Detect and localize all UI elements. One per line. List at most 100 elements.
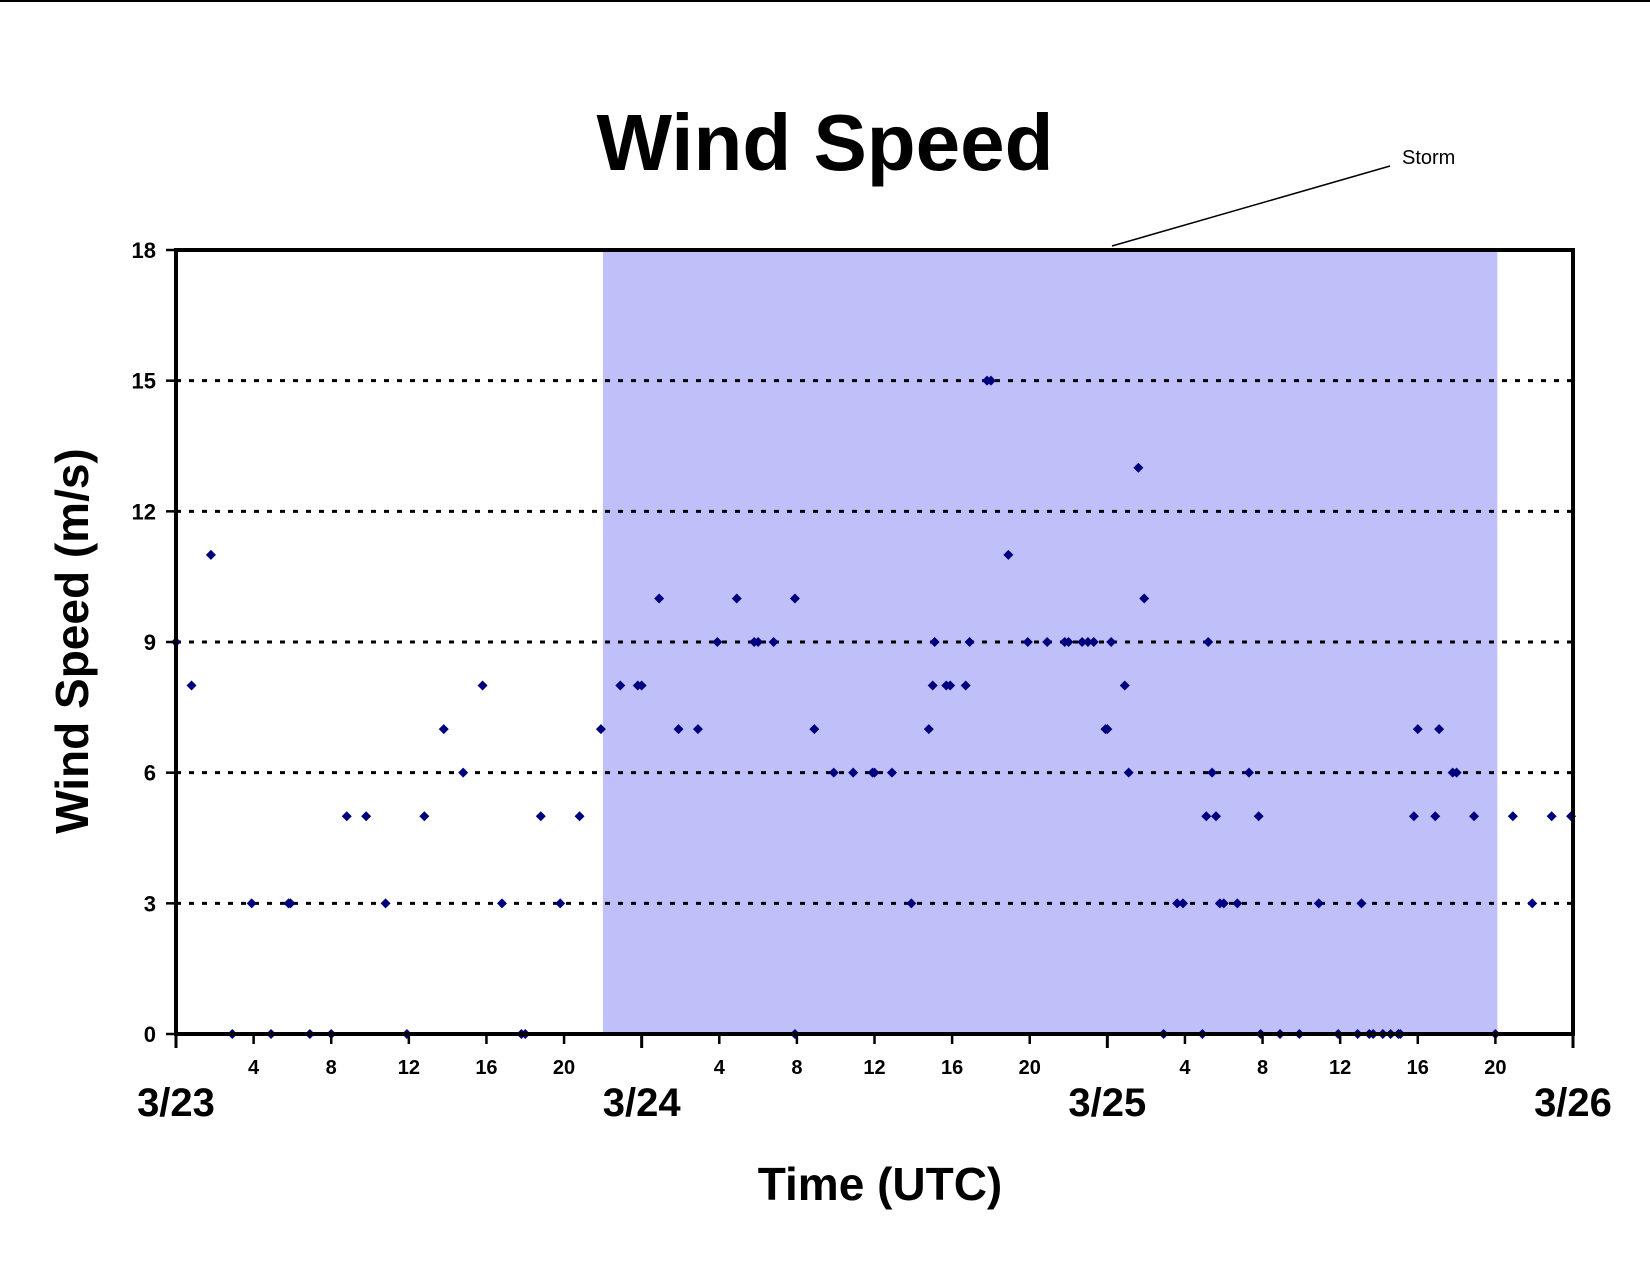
data-point bbox=[960, 680, 971, 691]
data-point bbox=[419, 811, 430, 822]
data-point bbox=[731, 593, 742, 604]
data-point bbox=[1451, 767, 1462, 778]
data-point bbox=[828, 767, 839, 778]
data-point bbox=[555, 898, 566, 909]
data-point bbox=[1546, 811, 1557, 822]
data-point bbox=[1218, 898, 1229, 909]
data-point bbox=[1077, 637, 1088, 647]
x-tick-label: 16 bbox=[1407, 1057, 1429, 1079]
chart-title: Wind Speed bbox=[596, 98, 1053, 187]
data-point bbox=[636, 680, 647, 691]
data-point bbox=[1042, 637, 1053, 647]
data-point bbox=[964, 637, 975, 647]
data-point bbox=[768, 637, 779, 647]
data-point bbox=[1507, 811, 1518, 822]
y-tick-label: 9 bbox=[144, 630, 156, 655]
data-point bbox=[615, 680, 626, 691]
data-point bbox=[1082, 637, 1093, 647]
data-point bbox=[906, 898, 917, 909]
data-point bbox=[712, 637, 723, 647]
top-rule bbox=[0, 0, 1650, 2]
y-tick-label: 3 bbox=[144, 891, 156, 916]
data-point bbox=[1106, 637, 1117, 647]
data-point bbox=[1119, 680, 1130, 691]
data-point bbox=[923, 724, 934, 735]
data-point bbox=[789, 593, 800, 604]
x-tick-label: 20 bbox=[553, 1057, 575, 1079]
data-point bbox=[595, 724, 606, 735]
data-point bbox=[1139, 593, 1150, 604]
data-point bbox=[574, 811, 585, 822]
data-point bbox=[1133, 462, 1144, 473]
x-axis-title: Time (UTC) bbox=[758, 1158, 1003, 1210]
data-point bbox=[285, 898, 296, 909]
x-tick-label: 20 bbox=[1484, 1057, 1506, 1079]
data-point bbox=[246, 898, 257, 909]
x-tick-label: 8 bbox=[1257, 1057, 1268, 1079]
data-point bbox=[1088, 637, 1099, 647]
data-point bbox=[205, 549, 216, 560]
data-point bbox=[1003, 549, 1014, 560]
x-tick-label: 12 bbox=[398, 1057, 420, 1079]
y-tick-label: 15 bbox=[132, 369, 156, 394]
data-point bbox=[809, 724, 820, 735]
x-tick-label: 4 bbox=[1179, 1057, 1191, 1079]
data-point bbox=[673, 724, 684, 735]
data-point bbox=[886, 767, 897, 778]
data-point bbox=[496, 898, 507, 909]
data-point bbox=[1123, 767, 1134, 778]
data-point bbox=[1408, 811, 1419, 822]
data-point bbox=[1063, 637, 1074, 647]
data-point bbox=[1232, 898, 1243, 909]
storm-annotation-label: Storm bbox=[1402, 147, 1455, 169]
y-tick-labels: 0 3 6 9 12 15 18 bbox=[132, 238, 176, 1047]
data-point bbox=[1022, 637, 1033, 647]
x-tick-labels: 4 8 12 16 20 4 8 12 16 20 4 8 12 16 20 bbox=[174, 1034, 1575, 1079]
data-point bbox=[929, 637, 940, 647]
data-point bbox=[1469, 811, 1480, 822]
y-tick-label: 0 bbox=[144, 1022, 156, 1047]
data-point bbox=[848, 767, 859, 778]
data-point bbox=[1178, 898, 1189, 909]
x-tick-label: 12 bbox=[1329, 1057, 1351, 1079]
data-point bbox=[477, 680, 488, 691]
data-point bbox=[945, 680, 956, 691]
data-point bbox=[1356, 898, 1367, 909]
data-point bbox=[1527, 898, 1538, 909]
data-point bbox=[1210, 811, 1221, 822]
y-tick-label: 18 bbox=[132, 238, 156, 263]
data-point bbox=[1203, 637, 1214, 647]
data-point bbox=[1430, 811, 1441, 822]
x-tick-label: 8 bbox=[791, 1057, 802, 1079]
x-tick-label: 4 bbox=[248, 1057, 260, 1079]
x-tick-label: 8 bbox=[326, 1057, 337, 1079]
y-tick-label: 6 bbox=[144, 761, 156, 786]
data-point bbox=[380, 898, 391, 909]
data-point bbox=[186, 680, 197, 691]
x-tick-label: 16 bbox=[941, 1057, 963, 1079]
data-point bbox=[869, 767, 880, 778]
data-point bbox=[753, 637, 764, 647]
data-point bbox=[341, 811, 352, 822]
data-point bbox=[1434, 724, 1445, 735]
data-point bbox=[1102, 724, 1113, 735]
data-point bbox=[1243, 767, 1254, 778]
date-label: 3/23 bbox=[137, 1081, 215, 1125]
data-point bbox=[1207, 767, 1218, 778]
date-label: 3/24 bbox=[603, 1081, 682, 1125]
date-label: 3/25 bbox=[1068, 1081, 1146, 1125]
data-point bbox=[654, 593, 665, 604]
x-tick-label: 20 bbox=[1019, 1057, 1041, 1079]
data-point bbox=[1201, 811, 1212, 822]
data-point bbox=[1253, 811, 1264, 822]
data-point bbox=[927, 680, 938, 691]
data-point bbox=[458, 767, 469, 778]
x-tick-label: 4 bbox=[714, 1057, 726, 1079]
data-point bbox=[438, 724, 449, 735]
y-axis-title: Wind Speed (m/s) bbox=[46, 448, 98, 834]
data-point bbox=[692, 724, 703, 735]
data-point bbox=[985, 375, 996, 386]
data-point bbox=[1313, 898, 1324, 909]
x-tick-label: 12 bbox=[863, 1057, 885, 1079]
